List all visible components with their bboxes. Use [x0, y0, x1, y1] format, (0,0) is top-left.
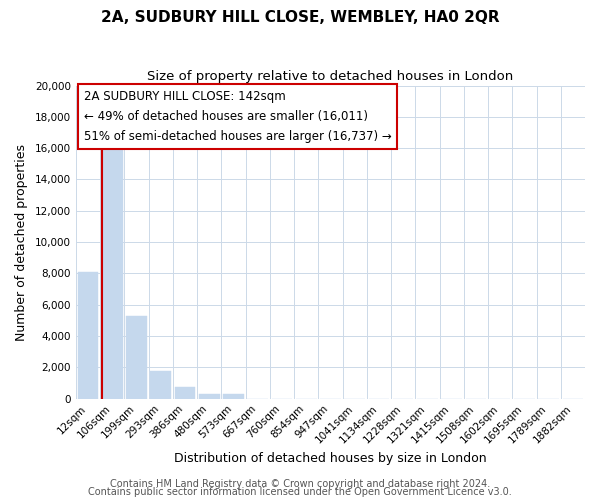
Bar	[175, 387, 196, 398]
Bar	[151, 372, 171, 398]
Text: Contains HM Land Registry data © Crown copyright and database right 2024.: Contains HM Land Registry data © Crown c…	[110, 479, 490, 489]
Text: 2A, SUDBURY HILL CLOSE, WEMBLEY, HA0 2QR: 2A, SUDBURY HILL CLOSE, WEMBLEY, HA0 2QR	[101, 10, 499, 25]
Bar	[78, 272, 98, 398]
Y-axis label: Number of detached properties: Number of detached properties	[15, 144, 28, 340]
Bar	[126, 316, 147, 398]
X-axis label: Distribution of detached houses by size in London: Distribution of detached houses by size …	[174, 452, 487, 465]
Title: Size of property relative to detached houses in London: Size of property relative to detached ho…	[148, 70, 514, 83]
Bar	[223, 394, 244, 398]
Bar	[199, 394, 220, 398]
Bar	[102, 139, 122, 398]
Text: 2A SUDBURY HILL CLOSE: 142sqm
← 49% of detached houses are smaller (16,011)
51% : 2A SUDBURY HILL CLOSE: 142sqm ← 49% of d…	[83, 90, 391, 144]
Text: Contains public sector information licensed under the Open Government Licence v3: Contains public sector information licen…	[88, 487, 512, 497]
